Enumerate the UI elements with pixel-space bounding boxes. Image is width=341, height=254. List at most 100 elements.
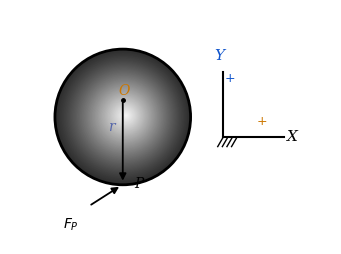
Circle shape [85,77,164,156]
Circle shape [93,85,156,148]
Circle shape [69,62,178,171]
Circle shape [81,74,166,159]
Circle shape [96,87,153,145]
Circle shape [95,87,154,146]
Text: O: O [118,84,130,98]
Circle shape [111,102,139,130]
Circle shape [120,110,132,121]
Circle shape [104,95,146,137]
Circle shape [107,98,143,134]
Circle shape [79,72,168,161]
Circle shape [105,96,146,136]
Circle shape [108,98,143,133]
Text: +: + [257,116,267,129]
Circle shape [88,80,161,153]
Circle shape [76,69,172,165]
Circle shape [83,75,165,158]
Circle shape [124,114,128,117]
Circle shape [60,54,186,180]
Circle shape [114,104,137,127]
Circle shape [111,101,140,131]
Circle shape [91,83,158,150]
Circle shape [64,57,182,176]
Circle shape [56,50,190,184]
Circle shape [61,55,185,179]
Circle shape [90,82,158,150]
Circle shape [121,111,130,120]
Circle shape [72,65,175,168]
Circle shape [78,71,169,162]
Circle shape [106,97,144,135]
Circle shape [63,57,183,177]
Circle shape [123,113,129,118]
Circle shape [98,89,151,142]
Circle shape [68,61,179,173]
Circle shape [86,78,163,155]
Circle shape [69,62,178,171]
Circle shape [75,68,172,165]
Circle shape [60,54,186,180]
Circle shape [106,97,144,135]
Circle shape [120,109,132,122]
Circle shape [64,58,182,176]
Circle shape [63,56,183,177]
Circle shape [77,70,171,163]
Circle shape [115,105,136,126]
Circle shape [92,84,157,148]
Circle shape [71,64,176,169]
Circle shape [95,86,154,146]
Circle shape [80,73,167,160]
Circle shape [110,101,140,131]
Circle shape [66,60,180,174]
Circle shape [97,88,152,144]
Circle shape [89,81,159,151]
Circle shape [58,52,188,182]
Circle shape [101,92,149,140]
Circle shape [61,55,185,178]
Circle shape [104,94,147,137]
Circle shape [121,110,131,121]
Circle shape [74,67,173,166]
Text: P: P [134,177,144,190]
Circle shape [97,88,153,144]
Text: r: r [108,120,115,134]
Circle shape [74,67,173,166]
Circle shape [122,112,130,119]
Circle shape [65,58,181,175]
Circle shape [76,69,171,164]
Circle shape [101,92,149,140]
Circle shape [103,94,147,138]
Circle shape [100,91,150,141]
Circle shape [100,91,150,141]
Circle shape [80,72,168,161]
Circle shape [118,108,133,123]
Circle shape [89,81,160,152]
Circle shape [94,86,155,147]
Text: $F_P$: $F_P$ [63,217,79,233]
Circle shape [68,61,179,172]
Circle shape [87,79,162,154]
Circle shape [117,107,135,125]
Circle shape [67,60,180,173]
Circle shape [72,65,176,169]
Circle shape [84,76,165,157]
Circle shape [88,80,161,152]
Circle shape [118,108,134,123]
Circle shape [84,76,164,156]
Circle shape [113,103,138,129]
Text: +: + [224,72,235,85]
Circle shape [77,70,170,163]
Circle shape [70,63,177,170]
Circle shape [112,102,139,129]
Circle shape [73,66,175,167]
Circle shape [125,114,127,117]
Circle shape [116,106,135,125]
Circle shape [65,59,181,174]
Circle shape [81,73,167,159]
Circle shape [124,113,128,118]
Circle shape [102,93,148,139]
Circle shape [86,78,162,154]
Circle shape [119,109,133,122]
Circle shape [56,50,190,184]
Circle shape [105,96,145,136]
